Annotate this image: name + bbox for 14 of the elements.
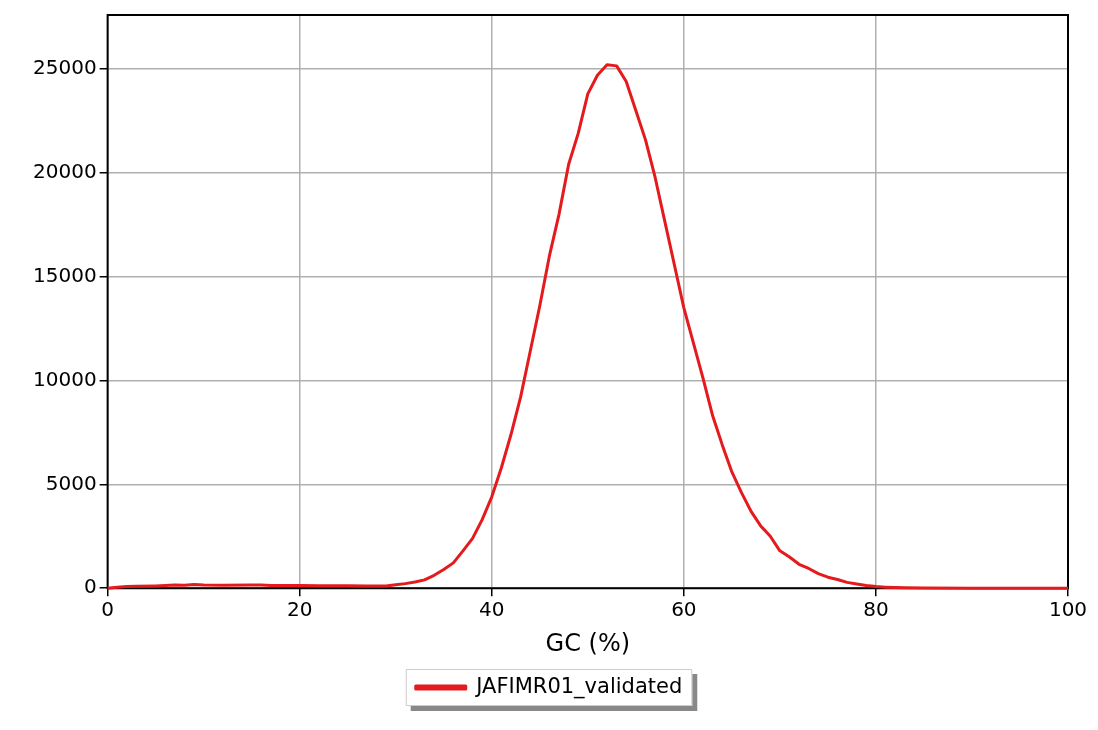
legend-label: JAFIMR01_validated xyxy=(474,673,683,699)
y-tick-label: 20000 xyxy=(33,159,97,184)
x-tick-label: 60 xyxy=(671,597,697,622)
x-tick-label: 100 xyxy=(1048,597,1088,622)
y-tick-label: 15000 xyxy=(33,262,97,287)
x-axis-title: GC (%) xyxy=(545,628,631,657)
y-tick-label: 5000 xyxy=(45,470,97,495)
x-tick-label: 80 xyxy=(863,597,889,622)
y-tick-label: 10000 xyxy=(33,366,97,391)
y-tick-label: 25000 xyxy=(33,55,97,80)
x-tick-label: 20 xyxy=(286,597,313,622)
x-tick-label: 40 xyxy=(479,597,505,622)
y-tick-label: 0 xyxy=(83,574,97,599)
x-tick-label: 0 xyxy=(101,597,114,622)
